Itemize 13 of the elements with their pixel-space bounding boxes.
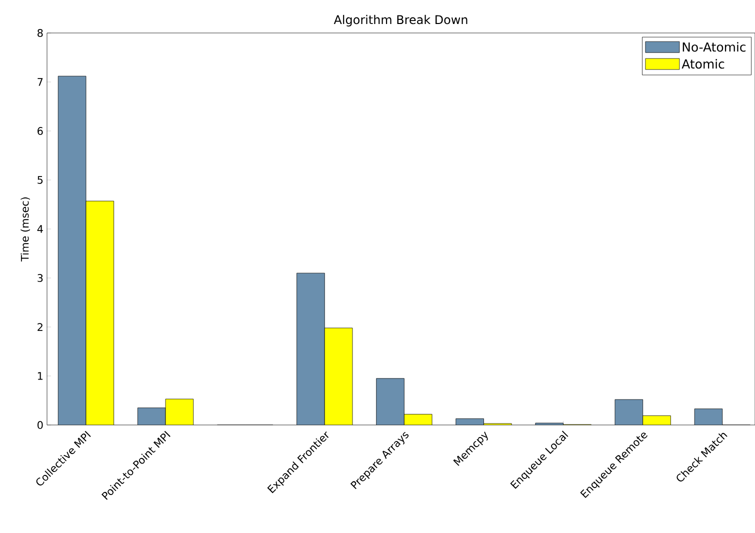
y-tick-label: 2 [38, 323, 42, 331]
y-tick-label: 6 [38, 127, 43, 135]
y-tick-label: 8 [38, 29, 43, 37]
y-tick-label: 4 [37, 225, 43, 233]
y-tick-label: 1 [38, 372, 43, 380]
legend-label: No-Atomic [682, 42, 746, 52]
y-tick-label: 0 [38, 421, 43, 429]
chart-title: Algorithm Break Down [334, 14, 468, 26]
y-axis-title: Time (msec) [20, 197, 30, 262]
legend-label: Atomic [682, 59, 724, 69]
y-tick-label: 5 [38, 176, 43, 184]
y-tick-label: 3 [38, 274, 43, 282]
y-tick-label: 7 [38, 78, 43, 86]
